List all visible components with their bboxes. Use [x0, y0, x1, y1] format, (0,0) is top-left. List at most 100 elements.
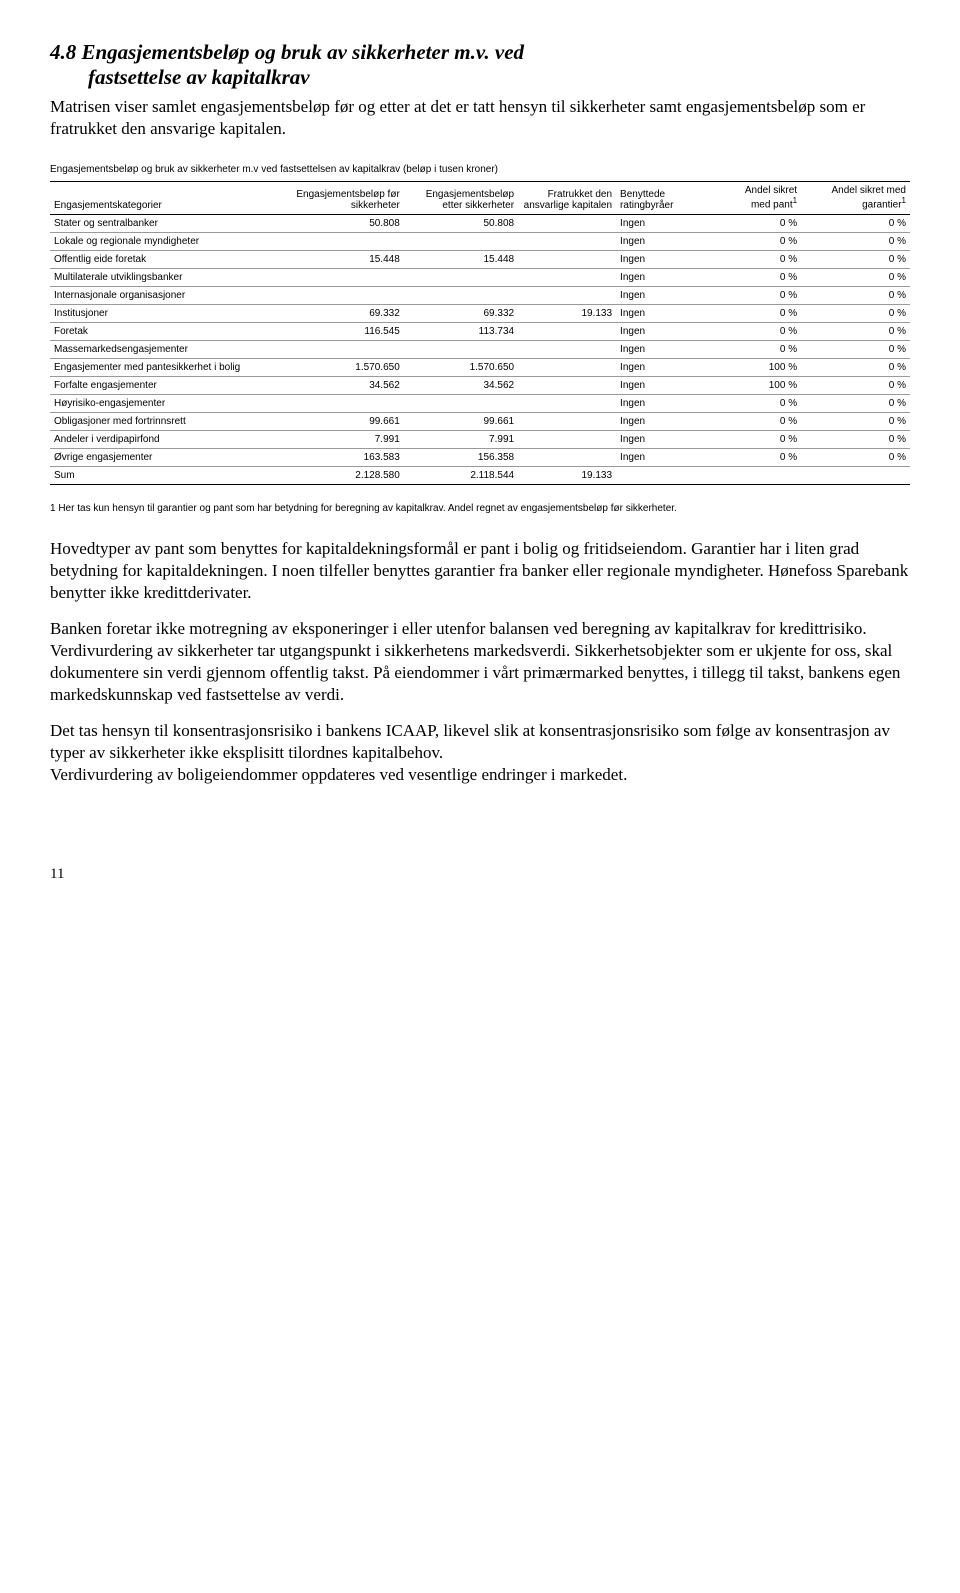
col-header-after: Engasjementsbeløp etter sikkerheter [404, 182, 518, 214]
cell-label: Sum [50, 466, 289, 484]
cell-frat [518, 358, 616, 376]
cell-frat [518, 232, 616, 250]
cell-gar: 0 % [801, 286, 910, 304]
cell-label: Foretak [50, 322, 289, 340]
cell-before: 34.562 [289, 376, 403, 394]
cell-pant: 0 % [703, 322, 801, 340]
cell-frat [518, 448, 616, 466]
cell-before: 99.661 [289, 412, 403, 430]
cell-label: Engasjementer med pantesikkerhet i bolig [50, 358, 289, 376]
cell-pant: 0 % [703, 412, 801, 430]
cell-pant: 0 % [703, 250, 801, 268]
cell-frat [518, 430, 616, 448]
cell-frat [518, 214, 616, 232]
table-row: Obligasjoner med fortrinnsrett99.66199.6… [50, 412, 910, 430]
table-row: Forfalte engasjementer34.56234.562Ingen1… [50, 376, 910, 394]
cell-gar: 0 % [801, 268, 910, 286]
table-row: Foretak116.545113.734Ingen0 %0 % [50, 322, 910, 340]
col-header-frat: Fratrukket den ansvarlige kapitalen [518, 182, 616, 214]
cell-frat: 19.133 [518, 466, 616, 484]
cell-label: Multilaterale utviklingsbanker [50, 268, 289, 286]
cell-frat [518, 286, 616, 304]
cell-after: 15.448 [404, 250, 518, 268]
cell-gar: 0 % [801, 250, 910, 268]
cell-gar: 0 % [801, 412, 910, 430]
cell-rating: Ingen [616, 430, 703, 448]
cell-label: Institusjoner [50, 304, 289, 322]
col-header-pant: Andel sikretmed pant1 [703, 182, 801, 214]
table-row: Engasjementer med pantesikkerhet i bolig… [50, 358, 910, 376]
table-row: Stater og sentralbanker50.80850.808Ingen… [50, 214, 910, 232]
body-paragraph: Verdivurdering av boligeiendommer oppdat… [50, 764, 910, 786]
cell-pant: 0 % [703, 304, 801, 322]
cell-rating: Ingen [616, 376, 703, 394]
cell-rating: Ingen [616, 358, 703, 376]
cell-gar: 0 % [801, 448, 910, 466]
table-footnote: 1 Her tas kun hensyn til garantier og pa… [50, 503, 910, 514]
cell-after: 69.332 [404, 304, 518, 322]
table-row: Høyrisiko-engasjementerIngen0 %0 % [50, 394, 910, 412]
cell-gar: 0 % [801, 358, 910, 376]
engagement-table: Engasjementskategorier Engasjementsbeløp… [50, 181, 910, 484]
body-paragraph: Hovedtyper av pant som benyttes for kapi… [50, 538, 910, 604]
cell-pant: 0 % [703, 268, 801, 286]
cell-after: 99.661 [404, 412, 518, 430]
cell-gar [801, 466, 910, 484]
cell-rating: Ingen [616, 394, 703, 412]
cell-after [404, 268, 518, 286]
intro-paragraph: Matrisen viser samlet engasjementsbeløp … [50, 96, 910, 140]
cell-pant: 0 % [703, 286, 801, 304]
cell-label: Internasjonale organisasjoner [50, 286, 289, 304]
cell-rating: Ingen [616, 250, 703, 268]
cell-after: 1.570.650 [404, 358, 518, 376]
cell-gar: 0 % [801, 322, 910, 340]
table-row: Lokale og regionale myndigheterIngen0 %0… [50, 232, 910, 250]
cell-rating: Ingen [616, 286, 703, 304]
cell-frat [518, 268, 616, 286]
cell-after: 7.991 [404, 430, 518, 448]
table-row: Multilaterale utviklingsbankerIngen0 %0 … [50, 268, 910, 286]
cell-before: 69.332 [289, 304, 403, 322]
cell-before: 2.128.580 [289, 466, 403, 484]
cell-before [289, 340, 403, 358]
table-sum-row: Sum2.128.5802.118.54419.133 [50, 466, 910, 484]
cell-label: Offentlig eide foretak [50, 250, 289, 268]
col-header-rating: Benyttede ratingbyråer [616, 182, 703, 214]
cell-pant: 100 % [703, 358, 801, 376]
cell-before: 15.448 [289, 250, 403, 268]
table-caption: Engasjementsbeløp og bruk av sikkerheter… [50, 164, 910, 175]
cell-frat [518, 322, 616, 340]
table-row: Institusjoner69.33269.33219.133Ingen0 %0… [50, 304, 910, 322]
cell-before: 7.991 [289, 430, 403, 448]
body-paragraph: Banken foretar ikke motregning av ekspon… [50, 618, 910, 706]
cell-rating: Ingen [616, 448, 703, 466]
cell-after [404, 286, 518, 304]
cell-gar: 0 % [801, 214, 910, 232]
cell-label: Lokale og regionale myndigheter [50, 232, 289, 250]
cell-after: 113.734 [404, 322, 518, 340]
cell-before: 163.583 [289, 448, 403, 466]
cell-rating: Ingen [616, 268, 703, 286]
cell-label: Stater og sentralbanker [50, 214, 289, 232]
cell-rating: Ingen [616, 340, 703, 358]
table-row: MassemarkedsengasjementerIngen0 %0 % [50, 340, 910, 358]
table-header-row: Engasjementskategorier Engasjementsbeløp… [50, 182, 910, 214]
cell-label: Forfalte engasjementer [50, 376, 289, 394]
table-row: Andeler i verdipapirfond7.9917.991Ingen0… [50, 430, 910, 448]
cell-rating: Ingen [616, 322, 703, 340]
cell-pant: 100 % [703, 376, 801, 394]
cell-before [289, 268, 403, 286]
heading-line2: fastsettelse av kapitalkrav [88, 65, 910, 90]
cell-rating: Ingen [616, 232, 703, 250]
cell-before [289, 394, 403, 412]
cell-before [289, 232, 403, 250]
body-paragraph: Det tas hensyn til konsentrasjonsrisiko … [50, 720, 910, 764]
cell-pant: 0 % [703, 232, 801, 250]
section-heading: 4.8 Engasjementsbeløp og bruk av sikkerh… [50, 40, 910, 90]
cell-rating: Ingen [616, 304, 703, 322]
cell-frat [518, 376, 616, 394]
cell-label: Andeler i verdipapirfond [50, 430, 289, 448]
cell-gar: 0 % [801, 376, 910, 394]
cell-frat: 19.133 [518, 304, 616, 322]
cell-before: 1.570.650 [289, 358, 403, 376]
